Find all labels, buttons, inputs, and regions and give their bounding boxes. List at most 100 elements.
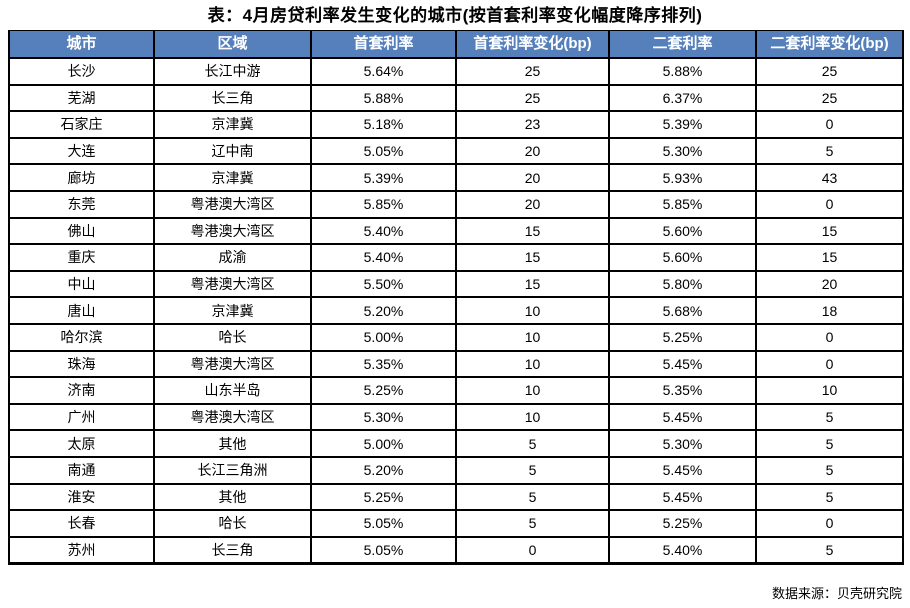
cell-first-rate-change: 10	[455, 296, 610, 325]
cell-region: 粤港澳大湾区	[153, 402, 312, 432]
cell-region: 粤港澳大湾区	[153, 269, 312, 299]
cell-city: 长沙	[8, 57, 155, 86]
cell-second-rate: 5.25%	[608, 322, 757, 352]
cell-city: 淮安	[8, 482, 155, 512]
cell-city: 重庆	[8, 243, 155, 272]
cell-region: 京津冀	[153, 296, 312, 325]
cell-region: 长三角	[153, 535, 312, 565]
cell-second-rate: 5.25%	[608, 509, 757, 538]
cell-first-rate: 5.64%	[310, 57, 457, 86]
cell-second-rate: 6.37%	[608, 83, 757, 113]
cell-first-rate-change: 0	[455, 535, 610, 565]
cell-first-rate-change: 10	[455, 376, 610, 405]
cell-second-rate: 5.45%	[608, 482, 757, 512]
cell-region: 其他	[153, 429, 312, 458]
cell-first-rate-change: 10	[455, 349, 610, 379]
cell-first-rate-change: 20	[455, 136, 610, 166]
cell-second-rate-change: 25	[755, 57, 904, 86]
data-source-note: 数据来源：贝壳研究院	[771, 586, 902, 601]
table-row: 太原 其他 5.00% 5 5.30% 5	[8, 429, 904, 458]
table-row: 淮安 其他 5.25% 5 5.45% 5	[8, 482, 904, 512]
table-row: 广州 粤港澳大湾区 5.30% 10 5.45% 5	[8, 402, 904, 432]
cell-region: 辽中南	[153, 136, 312, 166]
cell-second-rate-change: 5	[755, 429, 904, 458]
cell-city: 廊坊	[8, 163, 155, 192]
cell-second-rate-change: 18	[755, 296, 904, 325]
cell-first-rate-change: 15	[455, 243, 610, 272]
col-header-first-rate-change: 首套利率变化(bp)	[455, 30, 610, 59]
cell-second-rate-change: 15	[755, 216, 904, 246]
table-row: 佛山 粤港澳大湾区 5.40% 15 5.60% 15	[8, 216, 904, 246]
cell-first-rate-change: 5	[455, 455, 610, 485]
cell-city: 广州	[8, 402, 155, 432]
cell-first-rate-change: 25	[455, 57, 610, 86]
cell-region: 其他	[153, 482, 312, 512]
cell-first-rate-change: 20	[455, 163, 610, 192]
cell-first-rate: 5.00%	[310, 322, 457, 352]
table-row: 廊坊 京津冀 5.39% 20 5.93% 43	[8, 163, 904, 192]
cell-region: 哈长	[153, 322, 312, 352]
cell-region: 长江中游	[153, 57, 312, 86]
cell-first-rate: 5.20%	[310, 296, 457, 325]
cell-second-rate: 5.45%	[608, 402, 757, 432]
cell-city: 佛山	[8, 216, 155, 246]
cell-second-rate-change: 5	[755, 402, 904, 432]
table-row: 东莞 粤港澳大湾区 5.85% 20 5.85% 0	[8, 189, 904, 219]
cell-city: 济南	[8, 376, 155, 405]
cell-first-rate: 5.30%	[310, 402, 457, 432]
cell-first-rate: 5.18%	[310, 110, 457, 139]
cell-first-rate-change: 23	[455, 110, 610, 139]
table-title: 表：4月房贷利率发生变化的城市(按首套利率变化幅度降序排列)	[207, 6, 703, 25]
table-row: 中山 粤港澳大湾区 5.50% 15 5.80% 20	[8, 269, 904, 299]
col-header-second-rate: 二套利率	[608, 30, 757, 59]
cell-second-rate-change: 0	[755, 322, 904, 352]
table-row: 珠海 粤港澳大湾区 5.35% 10 5.45% 0	[8, 349, 904, 379]
cell-first-rate: 5.05%	[310, 136, 457, 166]
cell-first-rate: 5.35%	[310, 349, 457, 379]
cell-city: 大连	[8, 136, 155, 166]
cell-first-rate: 5.40%	[310, 243, 457, 272]
cell-region: 山东半岛	[153, 376, 312, 405]
cell-first-rate: 5.20%	[310, 455, 457, 485]
cell-first-rate: 5.40%	[310, 216, 457, 246]
cell-city: 太原	[8, 429, 155, 458]
cell-region: 长江三角洲	[153, 455, 312, 485]
cell-city: 哈尔滨	[8, 322, 155, 352]
table-row: 大连 辽中南 5.05% 20 5.30% 5	[8, 136, 904, 166]
cell-city: 苏州	[8, 535, 155, 565]
table-row: 长沙 长江中游 5.64% 25 5.88% 25	[8, 57, 904, 86]
cell-first-rate: 5.50%	[310, 269, 457, 299]
cell-second-rate: 5.45%	[608, 349, 757, 379]
cell-second-rate: 5.93%	[608, 163, 757, 192]
cell-second-rate: 5.60%	[608, 216, 757, 246]
cell-region: 哈长	[153, 509, 312, 538]
header-row: 城市 区域 首套利率 首套利率变化(bp) 二套利率 二套利率变化(bp)	[8, 30, 904, 59]
cell-second-rate-change: 5	[755, 535, 904, 565]
cell-first-rate: 5.00%	[310, 429, 457, 458]
table-row: 长春 哈长 5.05% 5 5.25% 0	[8, 509, 904, 538]
cell-first-rate-change: 15	[455, 269, 610, 299]
table-row: 哈尔滨 哈长 5.00% 10 5.25% 0	[8, 322, 904, 352]
cell-city: 南通	[8, 455, 155, 485]
cell-second-rate-change: 5	[755, 136, 904, 166]
cell-city: 中山	[8, 269, 155, 299]
cell-region: 京津冀	[153, 110, 312, 139]
cell-region: 成渝	[153, 243, 312, 272]
cell-second-rate-change: 5	[755, 482, 904, 512]
cell-city: 东莞	[8, 189, 155, 219]
cell-second-rate-change: 0	[755, 349, 904, 379]
cell-city: 石家庄	[8, 110, 155, 139]
cell-first-rate-change: 10	[455, 402, 610, 432]
cell-first-rate-change: 15	[455, 216, 610, 246]
cell-second-rate: 5.85%	[608, 189, 757, 219]
cell-city: 唐山	[8, 296, 155, 325]
cell-second-rate: 5.30%	[608, 136, 757, 166]
cell-second-rate-change: 15	[755, 243, 904, 272]
cell-second-rate-change: 0	[755, 189, 904, 219]
col-header-second-rate-change: 二套利率变化(bp)	[755, 30, 904, 59]
table-row: 苏州 长三角 5.05% 0 5.40% 5	[8, 535, 904, 565]
cell-second-rate: 5.40%	[608, 535, 757, 565]
cell-second-rate: 5.45%	[608, 455, 757, 485]
cell-second-rate: 5.60%	[608, 243, 757, 272]
cell-city: 芜湖	[8, 83, 155, 113]
